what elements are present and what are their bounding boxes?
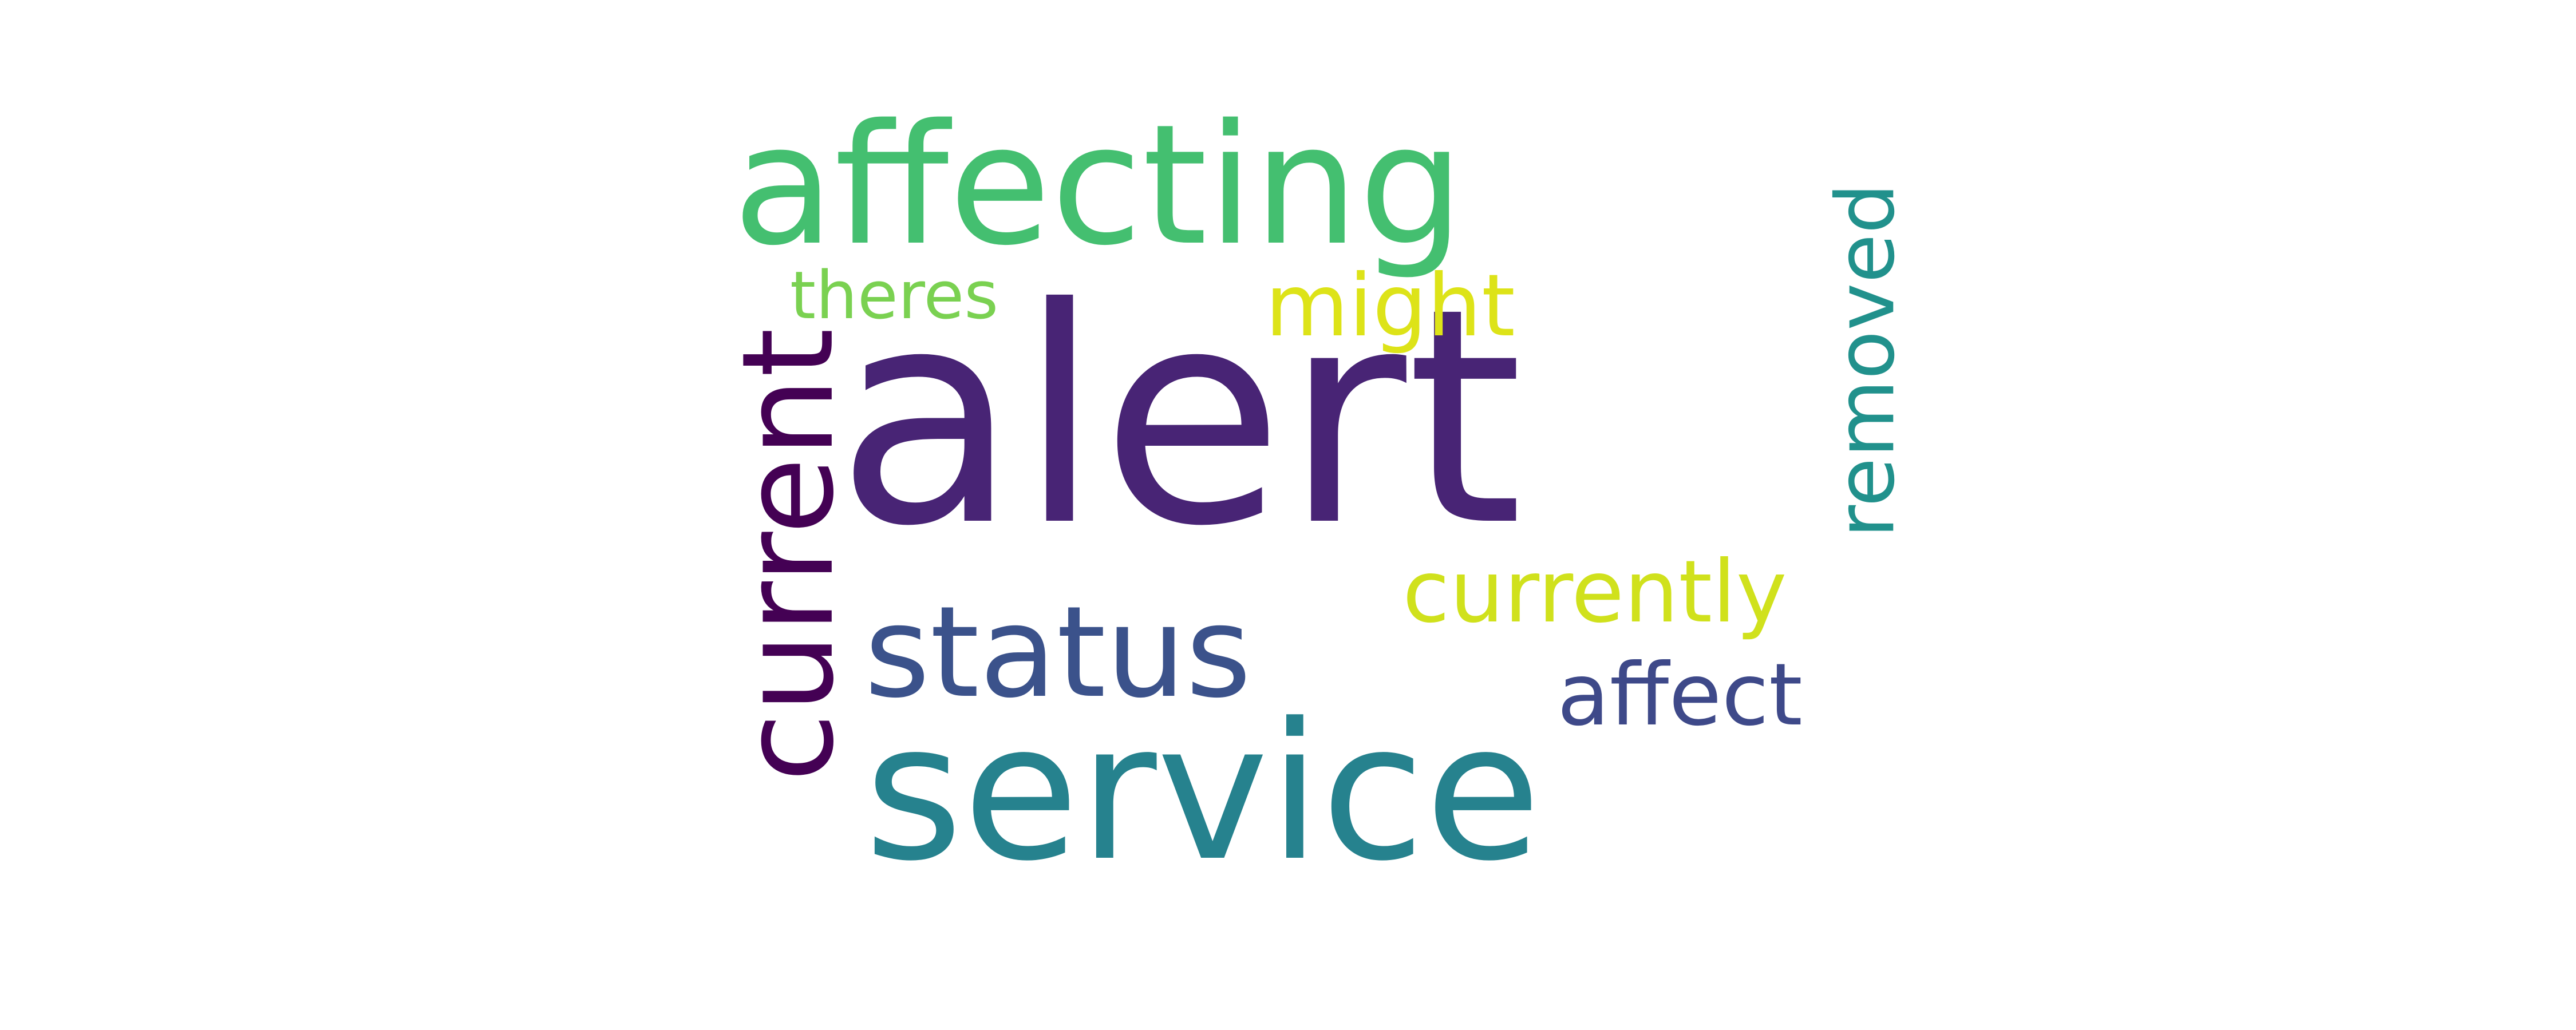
word-status: status <box>864 579 1252 726</box>
word-currently: currently <box>1402 542 1787 642</box>
word-current: current <box>714 328 862 782</box>
word-service: service <box>864 683 1542 902</box>
word-theres: theres <box>790 258 999 334</box>
word-alert: alert <box>836 244 1523 591</box>
word-affecting: affecting <box>733 89 1464 282</box>
word-might: might <box>1265 256 1515 356</box>
word-affect: affect <box>1557 645 1803 745</box>
word-removed: removed <box>1819 183 1913 538</box>
